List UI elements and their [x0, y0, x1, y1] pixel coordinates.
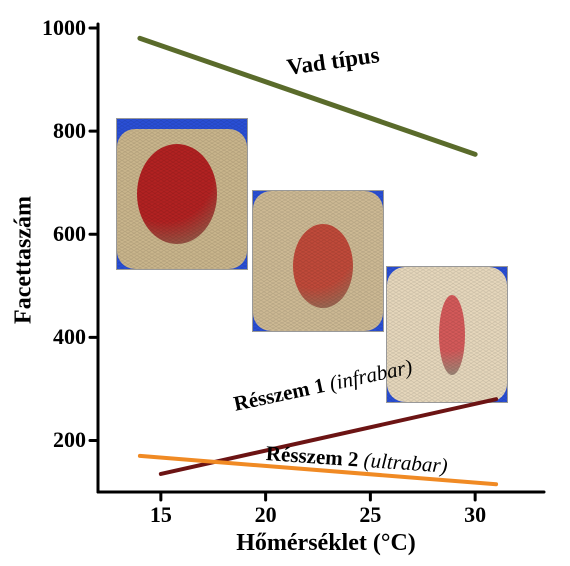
x-tick-label: 20 — [246, 502, 286, 528]
y-tick-label: 800 — [53, 118, 86, 144]
y-tick-label: 200 — [53, 427, 86, 453]
x-tick-label: 30 — [455, 502, 495, 528]
x-tick-label: 15 — [141, 502, 181, 528]
y-tick-label: 400 — [53, 324, 86, 350]
y-tick-label: 1000 — [42, 15, 86, 41]
chart-svg — [0, 0, 570, 566]
x-tick-label: 25 — [350, 502, 390, 528]
x-axis-title: Hőmérséklet (°C) — [236, 530, 416, 557]
y-axis-title: Facettaszám — [11, 196, 38, 324]
y-tick-label: 600 — [53, 221, 86, 247]
